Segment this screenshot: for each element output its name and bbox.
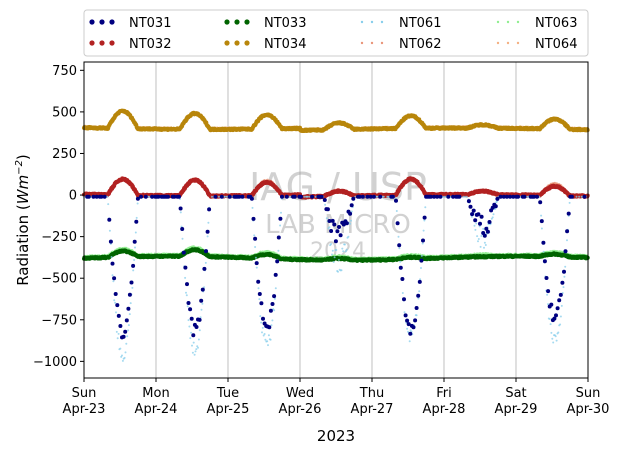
series-NT034 [82, 108, 590, 133]
watermark: IAG / USP LAB MICRO 2024 [249, 165, 427, 264]
point-NT063 [343, 254, 346, 257]
grid-lines [155, 62, 517, 378]
series-layer [82, 108, 590, 362]
watermark-line2: LAB MICRO [265, 210, 411, 240]
